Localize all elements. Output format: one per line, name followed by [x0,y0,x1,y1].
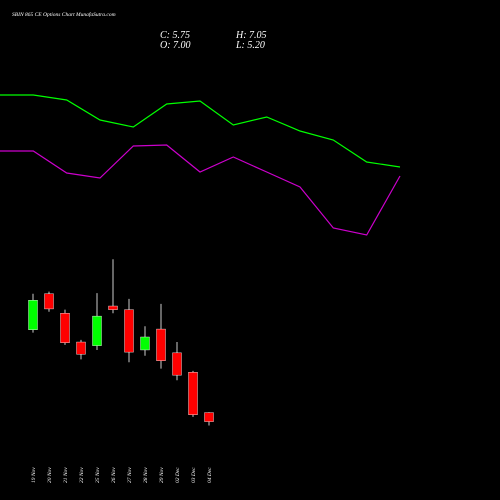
line-series [0,94,401,168]
candle-body [76,341,86,355]
x-tick-label: 28 Nov [143,467,149,483]
candle-body [156,328,166,361]
close-text: C: 5.75 [160,30,190,41]
x-tick-label: 02 Dec [175,467,181,483]
x-tick-label: 29 Nov [159,467,165,483]
x-tick-label: 04 Dec [206,467,213,483]
candle-body [92,315,102,346]
candle-body [124,309,134,353]
x-tick-label: 25 Nov [95,467,101,483]
candle-body [44,293,54,310]
x-tick-label: 21 Nov [63,467,69,483]
x-tick-label: 26 Nov [111,467,117,483]
x-tick-label: 20 Nov [47,467,53,483]
candle-body [140,336,150,351]
chart-title: SBIN 865 CE Options Chart MunafaSutra.co… [12,11,116,18]
x-tick-label: 19 Nov [31,467,37,483]
line-series [0,144,401,236]
candle-body [108,305,118,310]
x-tick-label: 22 Nov [79,467,85,483]
candle-body [172,352,182,376]
low-text: L: 5.20 [235,40,265,51]
x-tick-label: 03 Dec [191,467,197,483]
candle-body [204,412,214,422]
open-text: O: 7.00 [160,40,191,51]
high-text: H: 7.05 [235,30,267,41]
candle-body [60,313,70,343]
candle-body [188,372,198,415]
x-tick-label: 27 Nov [127,467,133,483]
candle-body [28,300,38,330]
